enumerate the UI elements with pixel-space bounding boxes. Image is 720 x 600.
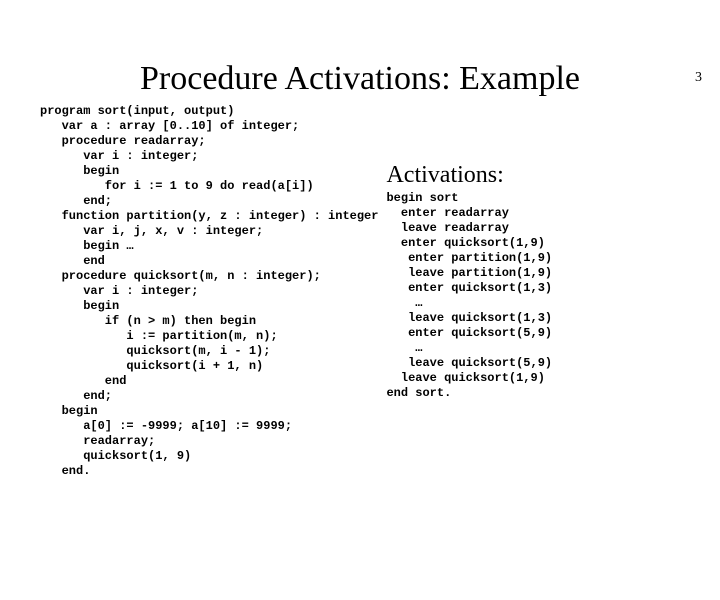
content-area: program sort(input, output) var a : arra… [0,104,720,479]
code-listing: program sort(input, output) var a : arra… [40,104,378,479]
page-number: 3 [695,70,702,86]
activations-trace: begin sort enter readarray leave readarr… [386,191,680,401]
activations-title: Activations: [386,162,680,189]
activations-column: Activations: begin sort enter readarray … [386,162,680,479]
slide-title: Procedure Activations: Example [0,60,720,98]
